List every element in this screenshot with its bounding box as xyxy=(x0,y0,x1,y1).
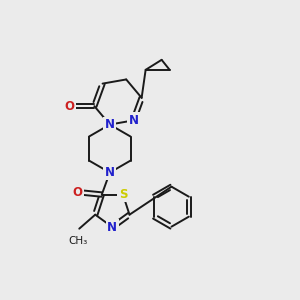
Text: N: N xyxy=(128,114,138,127)
Text: O: O xyxy=(73,186,83,199)
Text: N: N xyxy=(105,166,115,179)
Text: N: N xyxy=(107,220,117,234)
Text: O: O xyxy=(64,100,74,113)
Text: CH₃: CH₃ xyxy=(69,236,88,246)
Text: N: N xyxy=(105,118,115,131)
Text: S: S xyxy=(119,188,127,201)
